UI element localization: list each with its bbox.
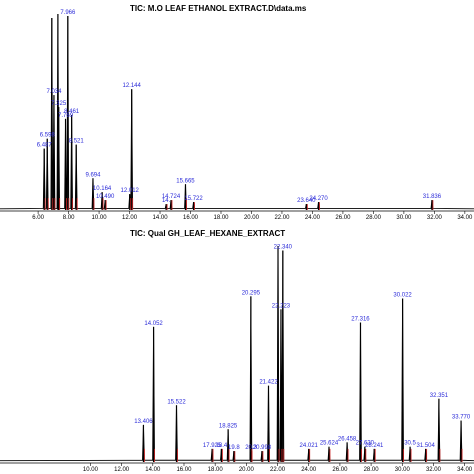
chromatogram-panel-hexane: TIC: Qual GH_LEAF_HEXANE_EXTRACT 10.00 12… (0, 229, 474, 473)
peak-label: 22.223 (272, 303, 291, 309)
x-tick-label: 18.00 (208, 467, 224, 473)
peak-label: 14.052 (144, 321, 163, 327)
x-ticks-ethanol: 6.00 8.00 10.00 12.00 14.00 16.00 18.00 20.00 22… (32, 211, 473, 221)
x-tick-label: 22.00 (270, 467, 286, 473)
peak-label: 20.295 (242, 290, 261, 296)
peak-label: 8.521 (69, 139, 85, 145)
x-tick-label: 32.00 (427, 215, 443, 221)
peak-label: 32.351 (430, 393, 449, 399)
peak-label: 26.458 (338, 436, 357, 442)
chart-title-ethanol: TIC: M.O LEAF ETHANOL EXTRACT.D\data.ms (130, 4, 307, 13)
x-tick-label: 22.00 (274, 215, 290, 221)
peak-label: 22.340 (274, 245, 293, 251)
peak-label: 24.270 (309, 196, 328, 202)
peak-label: 18.4 (216, 443, 228, 449)
peak-label: 25.624 (320, 441, 339, 447)
peak-label: 6.598 (40, 133, 56, 139)
peak-label: 15.522 (167, 399, 186, 405)
trace-hexane (0, 246, 474, 462)
peak-label: 33.770 (452, 415, 471, 421)
peak-label: 10.164 (93, 186, 112, 192)
peak-label: 27.630 (356, 441, 375, 447)
x-tick-label: 20.00 (244, 215, 260, 221)
x-tick-label: 32.00 (426, 467, 442, 473)
peak-label: 17.925 (203, 443, 222, 449)
peak-label: 7.325 (51, 101, 67, 107)
x-tick-label: 10.00 (92, 215, 108, 221)
peak-label: 24.021 (300, 443, 319, 449)
peak-label: 8.461 (64, 109, 80, 115)
chromatogram-panel-ethanol: TIC: M.O LEAF ETHANOL EXTRACT.D\data.ms … (0, 4, 474, 221)
x-tick-label: 34.00 (457, 467, 473, 473)
x-tick-label: 12.00 (122, 215, 138, 221)
peak-label: 31.836 (423, 194, 442, 200)
x-tick-label: 10.00 (83, 467, 99, 473)
peak-label: 7.769 (58, 113, 74, 119)
chart-title-hexane: TIC: Qual GH_LEAF_HEXANE_EXTRACT (130, 229, 285, 238)
peak-label: 6.487 (37, 143, 53, 149)
peak-label: 13.406 (134, 419, 153, 425)
peak-label: 7.966 (60, 10, 76, 16)
peak-label: 14.724 (162, 194, 181, 200)
x-tick-label: 6.00 (32, 215, 44, 221)
peak-label: 14. (162, 198, 171, 204)
peak-label: 23.640 (297, 198, 316, 204)
x-tick-label: 18.00 (213, 215, 229, 221)
x-tick-label: 8.00 (63, 215, 75, 221)
peak-label: 7.034 (46, 89, 62, 95)
x-tick-label: 12.00 (114, 467, 130, 473)
peak-label: 27.316 (351, 316, 370, 322)
x-tick-label: 30.00 (396, 215, 412, 221)
x-tick-label: 20.00 (239, 467, 255, 473)
x-ticks-hexane: 10.00 12.00 14.00 16.00 18.00 20.00 22.00 24.00… (83, 463, 473, 473)
x-tick-label: 16.00 (183, 215, 199, 221)
peak-label: 28.241 (365, 443, 384, 449)
x-tick-label: 24.00 (301, 467, 317, 473)
x-tick-label: 26.00 (332, 467, 348, 473)
peak-label: 21.422 (259, 380, 278, 386)
peak-label: 20.998 (253, 445, 272, 451)
trace-ethanol (0, 13, 474, 210)
x-tick-label: 24.00 (305, 215, 321, 221)
peak-label: 30.5 (404, 441, 416, 447)
peak-label: 30.022 (393, 293, 412, 299)
x-tick-label: 28.00 (366, 215, 382, 221)
peak-label: 10.490 (96, 194, 115, 200)
peak-label: 31.504 (416, 443, 435, 449)
peak-label: 12.144 (123, 83, 142, 89)
x-tick-label: 14.00 (153, 215, 169, 221)
peak-label: 19.8 (228, 445, 240, 451)
peak-label: 15.722 (184, 196, 203, 202)
x-tick-label: 30.00 (395, 467, 411, 473)
x-tick-label: 26.00 (335, 215, 351, 221)
x-tick-label: 28.00 (364, 467, 380, 473)
peak-label: 18.825 (219, 423, 238, 429)
x-tick-label: 34.00 (457, 215, 473, 221)
peak-label: 20.3 (245, 445, 257, 451)
x-tick-label: 16.00 (176, 467, 192, 473)
peak-label: 15.665 (176, 178, 195, 184)
peak-label: 9.694 (85, 172, 101, 178)
peak-label: 12.012 (121, 188, 140, 194)
x-tick-label: 14.00 (145, 467, 161, 473)
